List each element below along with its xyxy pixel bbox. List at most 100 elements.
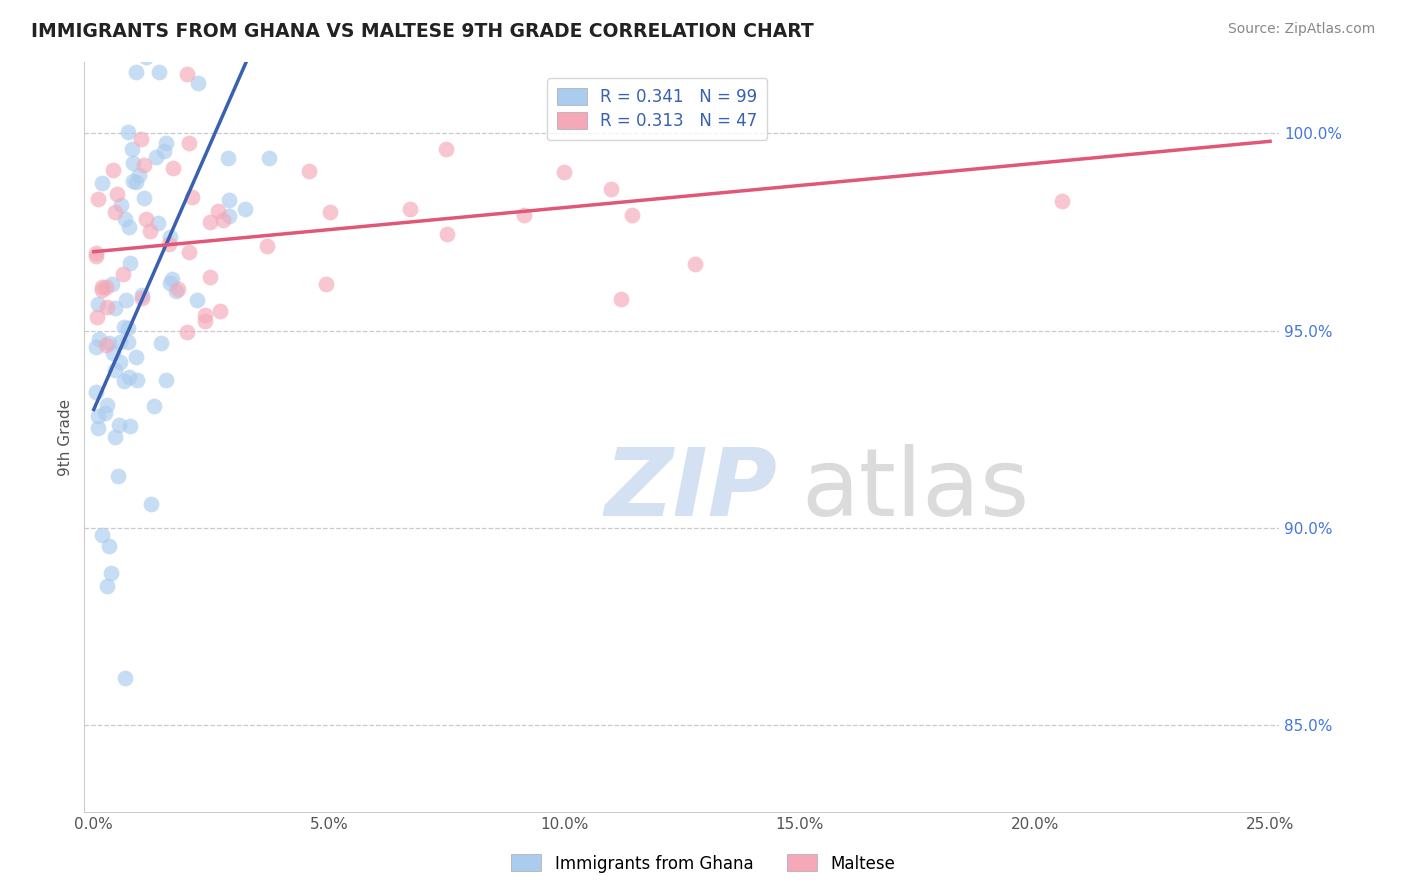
Point (84, 246, 107, 260)
Point (160, 272, 183, 286)
Point (84, 384, 107, 399)
Legend: R = 0.341   N = 99, R = 0.313   N = 47: R = 0.341 N = 99, R = 0.313 N = 47 (547, 78, 768, 140)
Point (94, 337, 117, 351)
Point (114, 211, 136, 226)
Point (434, 142, 457, 156)
Point (177, 136, 200, 151)
Point (112, 267, 135, 281)
Point (186, 293, 208, 307)
Point (246, 29, 269, 43)
Point (298, 163, 321, 178)
Point (209, 303, 232, 318)
Point (87, 296, 110, 310)
Point (122, 156, 145, 170)
Point (131, 291, 153, 305)
Point (217, 151, 239, 165)
Point (97, 335, 120, 350)
Point (177, 244, 200, 259)
Point (139, 497, 162, 511)
Point (129, 131, 152, 145)
Point (128, 168, 150, 182)
Point (685, 257, 707, 271)
Text: Source: ZipAtlas.com: Source: ZipAtlas.com (1227, 22, 1375, 37)
Point (218, 209, 240, 223)
Point (315, 277, 337, 291)
Point (152, 144, 174, 158)
Legend: Immigrants from Ghana, Maltese: Immigrants from Ghana, Maltese (505, 847, 901, 880)
Point (150, 336, 173, 351)
Point (87, 420, 110, 434)
Point (180, 189, 202, 203)
Point (100, 566, 122, 580)
Point (159, 230, 181, 244)
Point (117, 320, 139, 334)
Point (398, 202, 420, 216)
Point (97, 539, 120, 553)
Point (104, 363, 127, 377)
Point (110, 198, 132, 212)
Point (155, 136, 177, 150)
Point (104, 205, 127, 219)
Point (104, 301, 127, 315)
Point (101, 277, 124, 292)
Point (122, 174, 145, 188)
Point (91, 279, 114, 293)
Text: ZIP: ZIP (605, 443, 778, 535)
Text: IMMIGRANTS FROM GHANA VS MALTESE 9TH GRADE CORRELATION CHART: IMMIGRANTS FROM GHANA VS MALTESE 9TH GRA… (31, 22, 814, 41)
Point (211, 213, 233, 227)
Point (135, 211, 157, 226)
Point (101, 163, 124, 178)
Point (108, 417, 131, 432)
Point (155, 373, 177, 387)
Point (96, 579, 118, 593)
Point (198, 215, 221, 229)
Point (121, 142, 143, 156)
Point (143, 400, 166, 414)
Point (94, 280, 117, 294)
Point (104, 430, 127, 444)
Point (118, 418, 141, 433)
Point (117, 125, 139, 139)
Point (146, 216, 169, 230)
Point (157, 237, 180, 252)
Point (124, 65, 146, 79)
Point (125, 351, 148, 365)
Point (90, 176, 112, 190)
Point (620, 209, 643, 223)
Point (218, 193, 240, 207)
Point (176, 325, 198, 339)
Point (256, 239, 278, 253)
Point (86, 310, 108, 324)
Y-axis label: 9th Grade: 9th Grade (58, 399, 73, 475)
Point (600, 182, 623, 196)
Point (233, 202, 256, 216)
Point (90, 528, 112, 542)
Point (89, 332, 111, 346)
Point (138, 224, 160, 238)
Point (96, 300, 118, 314)
Point (120, 256, 142, 270)
Text: atlas: atlas (801, 443, 1029, 535)
Point (131, 287, 153, 301)
Point (194, 308, 217, 322)
Point (436, 227, 458, 241)
Point (319, 204, 342, 219)
Point (105, 187, 128, 202)
Point (84, 249, 107, 263)
Point (114, 671, 136, 685)
Point (176, 67, 198, 81)
Point (553, 165, 575, 179)
Point (118, 220, 141, 235)
Point (115, 293, 138, 307)
Point (96, 398, 118, 412)
Point (194, 313, 217, 327)
Point (512, 208, 534, 222)
Point (127, 373, 149, 387)
Point (200, 269, 222, 284)
Point (259, 152, 281, 166)
Point (124, 175, 146, 189)
Point (162, 161, 184, 176)
Point (145, 150, 167, 164)
Point (610, 293, 633, 307)
Point (84, 340, 107, 354)
